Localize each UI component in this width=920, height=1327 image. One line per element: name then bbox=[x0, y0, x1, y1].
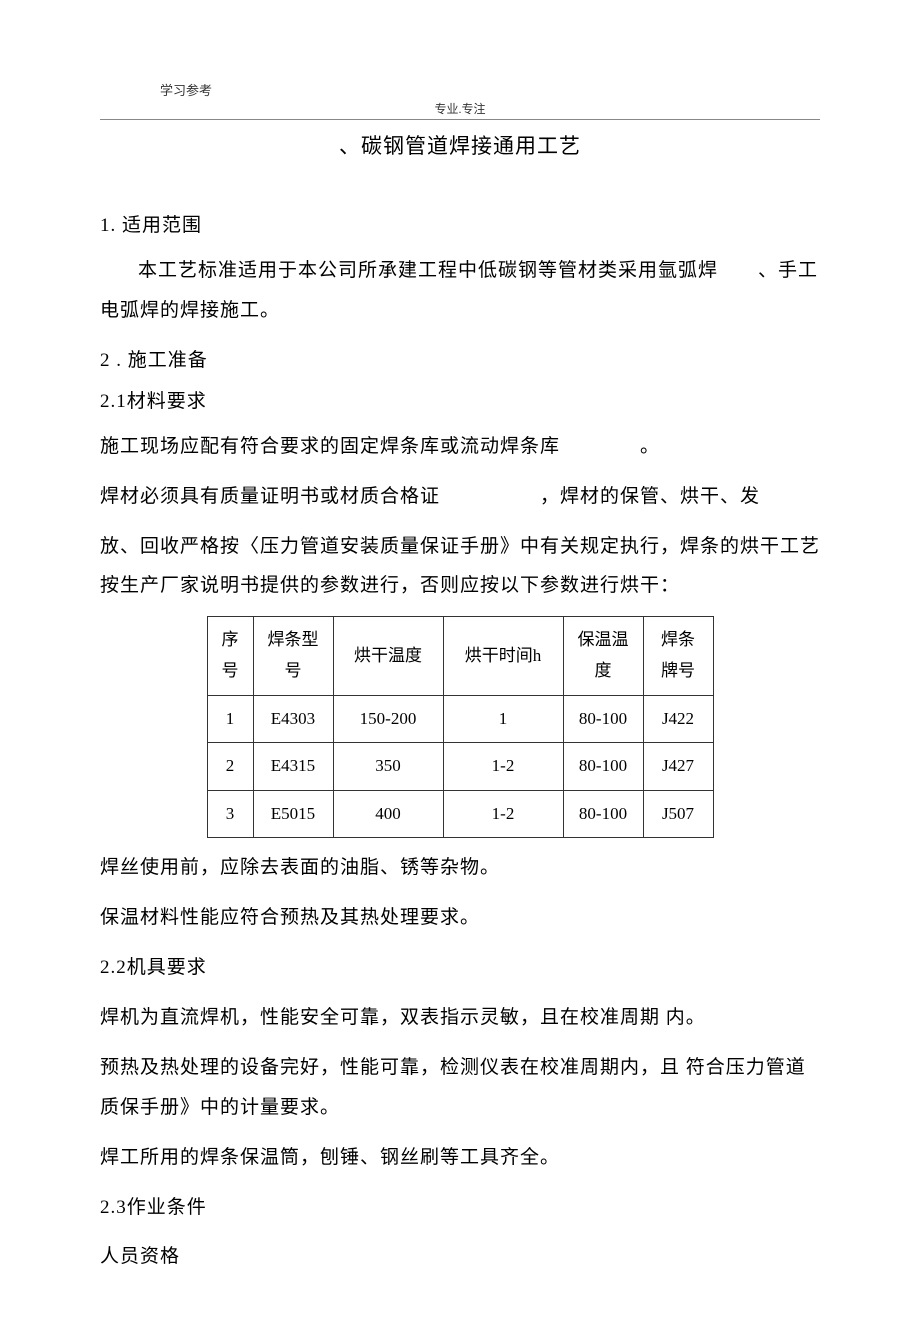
drying-table-wrap: 序号 焊条型号 烘干温度 烘干时间h 保温温度 焊条牌号 1 E4303 150… bbox=[100, 616, 820, 838]
section-1-paragraph: 本工艺标准适用于本公司所承建工程中低碳钢等管材类采用氩弧焊 、手工电弧焊的焊接施… bbox=[100, 251, 820, 331]
td-model: E4315 bbox=[253, 743, 333, 791]
section-2-3-heading: 2.3作业条件 bbox=[100, 1188, 820, 1228]
td-brand: J427 bbox=[643, 743, 713, 791]
table-header-row: 序号 焊条型号 烘干温度 烘干时间h 保温温度 焊条牌号 bbox=[207, 617, 713, 695]
th-seq: 序号 bbox=[207, 617, 253, 695]
table-body: 1 E4303 150-200 1 80-100 J422 2 E4315 35… bbox=[207, 695, 713, 838]
td-temp: 150-200 bbox=[333, 695, 443, 743]
td-keep: 80-100 bbox=[563, 695, 643, 743]
td-model: E5015 bbox=[253, 790, 333, 838]
section-2-1-p2: 焊材必须具有质量证明书或材质合格证 ，焊材的保管、烘干、发 bbox=[100, 477, 820, 517]
td-time: 1 bbox=[443, 695, 563, 743]
section-2-2-p1: 焊机为直流焊机，性能安全可靠，双表指示灵敏，且在校准周期 内。 bbox=[100, 998, 820, 1038]
td-keep: 80-100 bbox=[563, 790, 643, 838]
td-seq: 1 bbox=[207, 695, 253, 743]
section-2-1-p5: 保温材料性能应符合预热及其热处理要求。 bbox=[100, 898, 820, 938]
td-temp: 350 bbox=[333, 743, 443, 791]
section-2-3-p1: 人员资格 bbox=[100, 1237, 820, 1277]
th-model: 焊条型号 bbox=[253, 617, 333, 695]
table-row: 2 E4315 350 1-2 80-100 J427 bbox=[207, 743, 713, 791]
section-2-1-p3: 放、回收严格按〈压力管道安装质量保证手册》中有关规定执行，焊条的烘干工艺按生产厂… bbox=[100, 527, 820, 607]
section-2-1-heading: 2.1材料要求 bbox=[100, 386, 820, 413]
td-temp: 400 bbox=[333, 790, 443, 838]
section-1-heading: 1. 适用范围 bbox=[100, 210, 820, 237]
td-brand: J507 bbox=[643, 790, 713, 838]
td-keep: 80-100 bbox=[563, 743, 643, 791]
th-temp: 烘干温度 bbox=[333, 617, 443, 695]
table-row: 1 E4303 150-200 1 80-100 J422 bbox=[207, 695, 713, 743]
td-time: 1-2 bbox=[443, 743, 563, 791]
th-brand: 焊条牌号 bbox=[643, 617, 713, 695]
th-keep: 保温温度 bbox=[563, 617, 643, 695]
section-2-2-p3: 焊工所用的焊条保温筒，刨锤、钢丝刷等工具齐全。 bbox=[100, 1138, 820, 1178]
table-row: 3 E5015 400 1-2 80-100 J507 bbox=[207, 790, 713, 838]
header-note: 学习参考 bbox=[160, 80, 212, 99]
td-brand: J422 bbox=[643, 695, 713, 743]
document-title: 、碳钢管道焊接通用工艺 bbox=[100, 130, 820, 160]
th-time: 烘干时间h bbox=[443, 617, 563, 695]
divider-line bbox=[100, 119, 820, 120]
section-2-2-p2: 预热及热处理的设备完好，性能可靠，检测仪表在校准周期内，且 符合压力管道质保手册… bbox=[100, 1048, 820, 1128]
td-seq: 2 bbox=[207, 743, 253, 791]
section-2-1-p1: 施工现场应配有符合要求的固定焊条库或流动焊条库 。 bbox=[100, 427, 820, 467]
section-2-2-heading: 2.2机具要求 bbox=[100, 948, 820, 988]
td-time: 1-2 bbox=[443, 790, 563, 838]
td-seq: 3 bbox=[207, 790, 253, 838]
drying-parameters-table: 序号 焊条型号 烘干温度 烘干时间h 保温温度 焊条牌号 1 E4303 150… bbox=[207, 616, 714, 838]
document-page: 学习参考 专业.专注 、碳钢管道焊接通用工艺 1. 适用范围 本工艺标准适用于本… bbox=[0, 100, 920, 1277]
section-2-heading: 2 . 施工准备 bbox=[100, 345, 820, 372]
divider-label: 专业.专注 bbox=[100, 100, 820, 117]
td-model: E4303 bbox=[253, 695, 333, 743]
section-2-1-p4: 焊丝使用前，应除去表面的油脂、锈等杂物。 bbox=[100, 848, 820, 888]
